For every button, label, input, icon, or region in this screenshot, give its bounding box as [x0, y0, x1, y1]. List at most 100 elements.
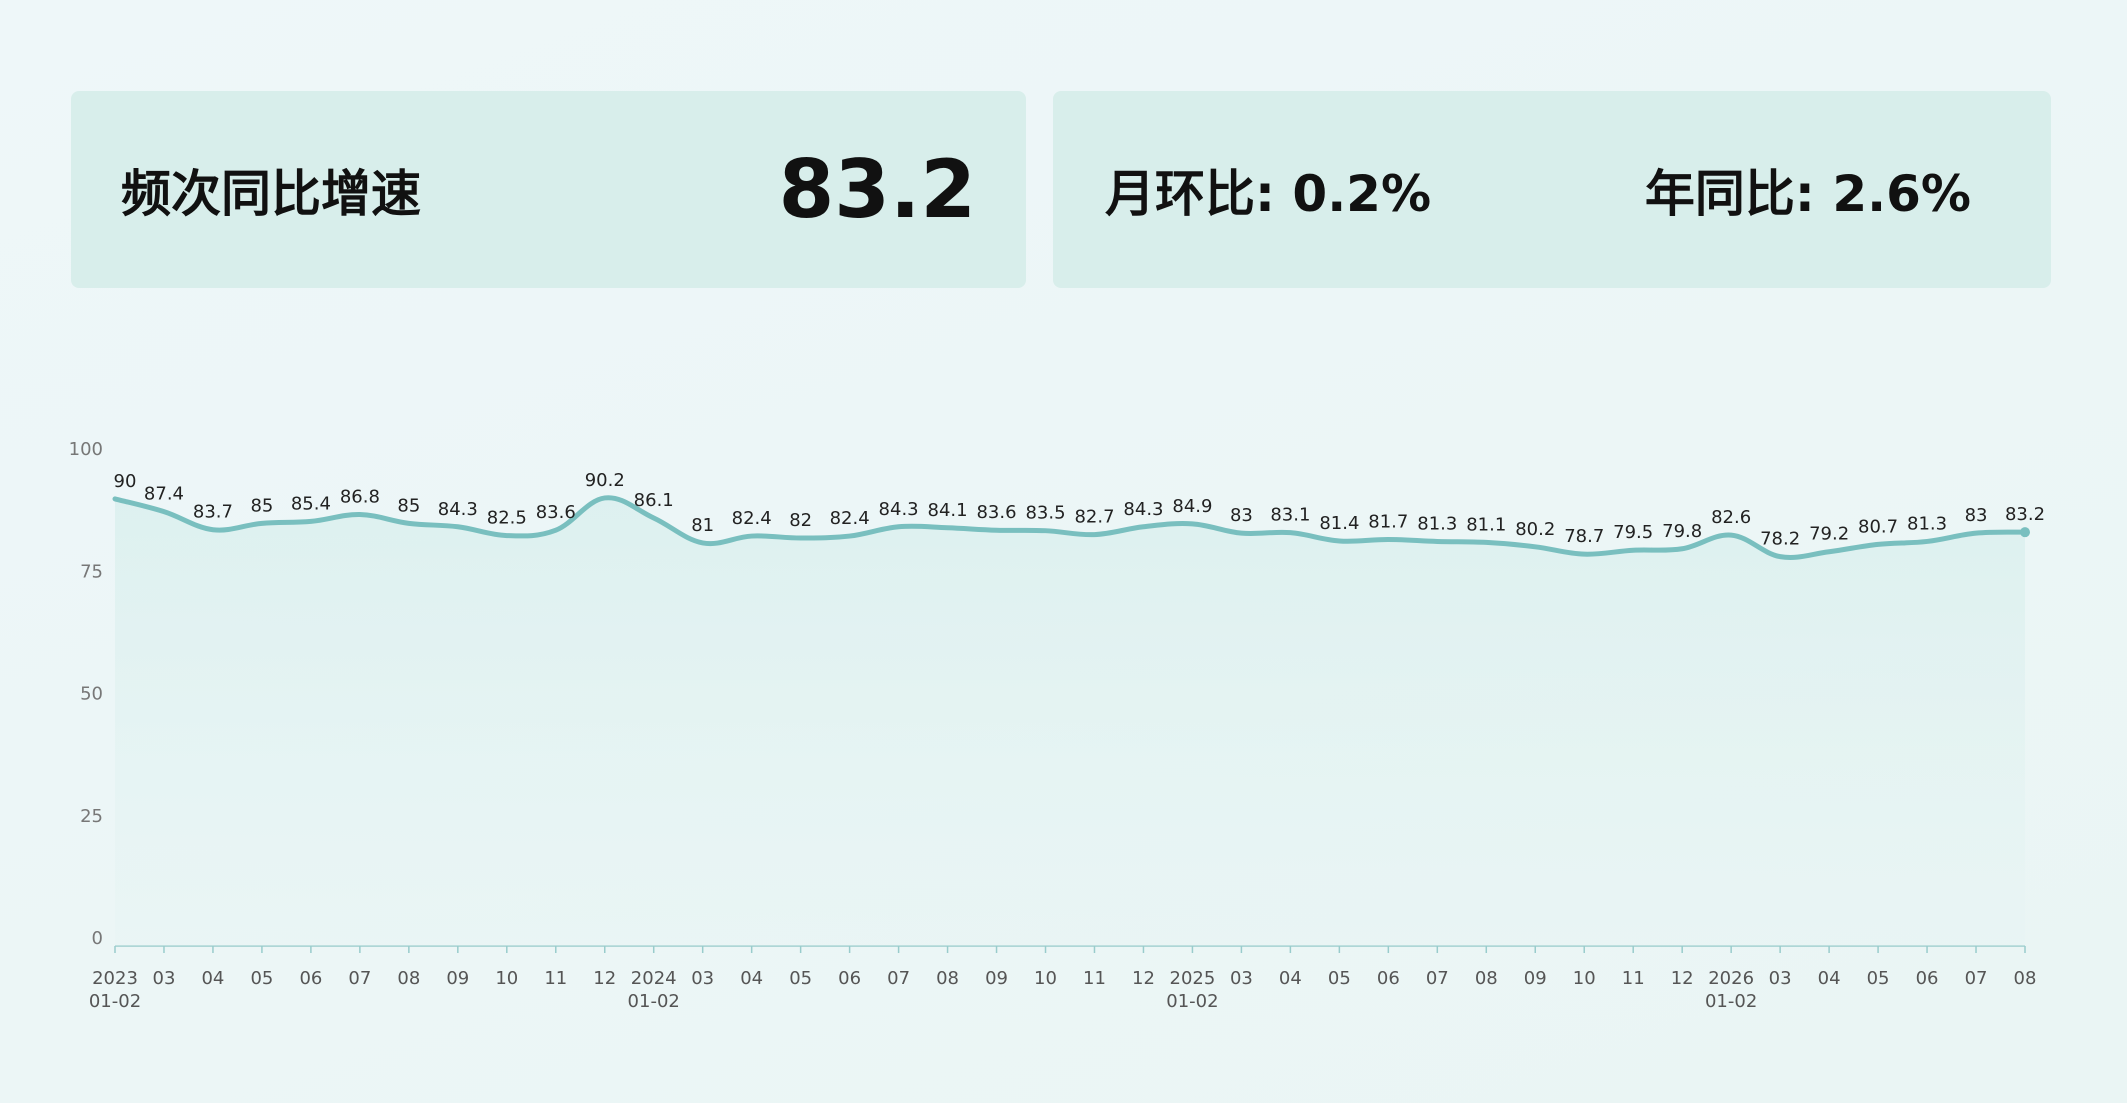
value-label: 86.8 — [340, 487, 380, 508]
value-label: 85.4 — [291, 493, 331, 514]
x-tick-label: 10 — [495, 968, 518, 989]
value-label: 78.2 — [1760, 529, 1800, 550]
value-label: 82 — [789, 510, 812, 531]
yoy-change: 年同比: 2.6% — [1644, 164, 1971, 223]
x-tick-label: 10 — [1573, 968, 1596, 989]
value-label: 82.4 — [732, 508, 772, 529]
x-tick-label: 2025 — [1170, 968, 1216, 989]
area — [115, 497, 2025, 946]
value-label: 90 — [114, 471, 137, 492]
card-value: 83.2 — [778, 143, 976, 236]
value-label: 82.5 — [487, 508, 527, 529]
value-label: 79.5 — [1613, 522, 1653, 543]
x-tick-label: 07 — [1965, 968, 1988, 989]
x-tick-label: 01-02 — [1166, 991, 1218, 1012]
x-tick-label: 2024 — [631, 968, 677, 989]
x-tick-label: 01-02 — [628, 991, 680, 1012]
x-tick-label: 12 — [1671, 968, 1694, 989]
value-label: 81.4 — [1319, 513, 1359, 534]
x-tick-label: 05 — [789, 968, 812, 989]
x-tick-label: 12 — [1132, 968, 1155, 989]
x-tick-label: 08 — [397, 968, 420, 989]
x-tick-label: 05 — [1867, 968, 1890, 989]
x-tick-label: 07 — [1426, 968, 1449, 989]
y-tick-label: 100 — [69, 439, 103, 460]
value-label: 82.4 — [830, 508, 870, 529]
value-label: 82.7 — [1074, 507, 1114, 528]
x-tick-label: 01-02 — [1705, 991, 1757, 1012]
x-tick-label: 05 — [1328, 968, 1351, 989]
value-label: 83.5 — [1025, 503, 1065, 524]
x-tick-label: 04 — [1818, 968, 1841, 989]
value-label: 83.7 — [193, 502, 233, 523]
x-tick-label: 03 — [1230, 968, 1253, 989]
value-label: 83.1 — [1270, 505, 1310, 526]
value-label: 83 — [1230, 505, 1253, 526]
y-tick-label: 50 — [80, 684, 103, 705]
x-tick-label: 11 — [544, 968, 567, 989]
x-tick-label: 07 — [887, 968, 910, 989]
value-label: 84.3 — [1123, 499, 1163, 520]
y-tick-label: 0 — [92, 928, 103, 949]
value-label: 84.9 — [1172, 496, 1212, 517]
x-tick-label: 2023 — [92, 968, 138, 989]
value-label: 90.2 — [585, 470, 625, 491]
summary-card: 频次同比增速 83.2 — [71, 91, 1026, 288]
x-tick-label: 11 — [1622, 968, 1645, 989]
x-tick-label: 04 — [740, 968, 763, 989]
value-label: 84.1 — [928, 500, 968, 521]
x-tick-label: 06 — [838, 968, 861, 989]
value-label: 87.4 — [144, 484, 184, 505]
value-label: 81.3 — [1907, 513, 1947, 534]
value-label: 83.6 — [976, 502, 1016, 523]
x-tick-label: 2026 — [1708, 968, 1754, 989]
mom-change: 月环比: 0.2% — [1105, 164, 1432, 223]
x-tick-label: 06 — [1916, 968, 1939, 989]
x-tick-label: 08 — [2014, 968, 2037, 989]
x-tick-label: 05 — [250, 968, 273, 989]
change-card: 月环比: 0.2% 年同比: 2.6% — [1053, 91, 2051, 288]
card-title: 频次同比增速 — [121, 164, 421, 223]
value-label: 78.7 — [1564, 526, 1604, 547]
value-label: 83 — [1965, 505, 1988, 526]
x-tick-label: 03 — [691, 968, 714, 989]
x-tick-label: 04 — [1279, 968, 1302, 989]
x-tick-label: 10 — [1034, 968, 1057, 989]
value-label: 84.3 — [879, 499, 919, 520]
x-tick-label: 07 — [348, 968, 371, 989]
value-label: 85 — [250, 495, 273, 516]
x-tick-label: 03 — [1769, 968, 1792, 989]
line — [112, 495, 2028, 560]
value-label: 82.6 — [1711, 507, 1751, 528]
x-tick-label: 04 — [201, 968, 224, 989]
x-tick-label: 03 — [153, 968, 176, 989]
value-label: 83.6 — [536, 502, 576, 523]
x-tick-label: 06 — [1377, 968, 1400, 989]
x-tick-label: 08 — [1475, 968, 1498, 989]
value-label: 80.7 — [1858, 516, 1898, 537]
x-tick-label: 09 — [985, 968, 1008, 989]
value-label: 79.2 — [1809, 524, 1849, 545]
value-label: 86.1 — [634, 490, 674, 511]
x-tick-label: 09 — [446, 968, 469, 989]
value-label: 80.2 — [1515, 519, 1555, 540]
x-tick-label: 08 — [936, 968, 959, 989]
x-tick-label: 09 — [1524, 968, 1547, 989]
value-label: 81.3 — [1417, 513, 1457, 534]
end-point — [2020, 527, 2030, 538]
x-tick-label: 01-02 — [89, 991, 141, 1012]
value-label: 85 — [397, 495, 420, 516]
y-tick-label: 75 — [80, 561, 103, 582]
value-label: 81.7 — [1368, 511, 1408, 532]
value-label: 81 — [691, 515, 714, 536]
value-label: 84.3 — [438, 499, 478, 520]
value-label: 81.1 — [1466, 514, 1506, 535]
y-tick-label: 25 — [80, 806, 103, 827]
x-tick-label: 06 — [299, 968, 322, 989]
x-tick-label: 12 — [593, 968, 616, 989]
value-label: 83.2 — [2005, 504, 2045, 525]
x-tick-label: 11 — [1083, 968, 1106, 989]
value-label: 79.8 — [1662, 521, 1702, 542]
